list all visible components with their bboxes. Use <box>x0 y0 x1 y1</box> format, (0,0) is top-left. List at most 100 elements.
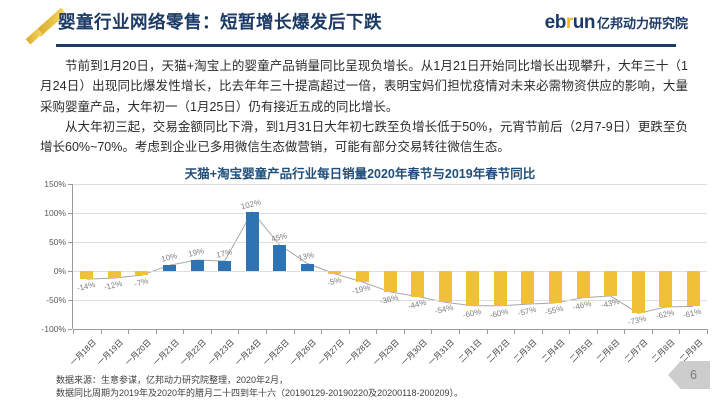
gridline <box>73 300 707 301</box>
x-tick-label: 二月5日 <box>567 337 595 365</box>
data-label: -73% <box>627 314 648 328</box>
source-line-1: 数据来源：生意参谋，亿邦动力研究院整理，2020年2月， <box>56 375 289 385</box>
x-tick-label: 一月26日 <box>288 337 319 368</box>
x-axis-tick <box>210 329 212 334</box>
data-label: -61% <box>682 307 703 321</box>
bar <box>218 261 232 271</box>
data-label: 102% <box>240 197 263 212</box>
x-tick-label: 一月28日 <box>343 337 374 368</box>
source-line-2: 数据同比周期为2019年及2020年的腊月二十四到年十六（20190129-20… <box>56 388 464 399</box>
y-tick-label: 50% <box>48 237 66 247</box>
bar <box>576 271 590 298</box>
data-label: 19% <box>187 246 206 259</box>
x-axis-tick <box>707 329 708 334</box>
x-tick-label: 一月21日 <box>150 337 181 368</box>
paragraph-2: 从大年初三起，交易金额同比下滑，到1月31日大年初七跌至负增长低于50%，元宵节… <box>40 119 688 154</box>
x-tick-label: 二月7日 <box>622 337 650 365</box>
bar <box>135 271 149 276</box>
data-label: -57% <box>516 304 538 319</box>
gridline <box>73 329 707 330</box>
data-label: -12% <box>103 278 124 293</box>
bar <box>300 263 314 271</box>
x-tick-label: 一月19日 <box>95 337 126 368</box>
page-title: 婴童行业网络零售：短暂增长爆发后下跌 <box>58 12 382 32</box>
y-tick-label: -50% <box>46 295 66 305</box>
chart-plot: -14% -12% -7% 10% 19% 17% 102% 45% 13% -5% -19% -36… <box>68 184 708 334</box>
x-axis-tick <box>293 329 295 334</box>
x-axis-tick <box>651 329 653 334</box>
x-tick-label: 二月9日 <box>677 337 705 365</box>
x-tick-label: 一月23日 <box>206 337 236 368</box>
x-tick-label: 一月18日 <box>68 337 98 368</box>
logo-slash-small-icon <box>25 28 43 45</box>
x-axis-tick <box>73 329 74 334</box>
y-tick-label: 0% <box>53 266 66 276</box>
data-label: -19% <box>351 282 372 297</box>
x-axis-tick <box>183 329 185 334</box>
data-label: -14% <box>75 279 97 294</box>
brand-un: un <box>572 12 596 33</box>
bar <box>273 244 287 271</box>
bar <box>604 271 617 296</box>
y-tick-label: -100% <box>41 324 66 334</box>
x-axis-tick <box>403 329 405 334</box>
chart-y-labels: 150% 100% 50% 0% -50% -100% <box>30 179 73 334</box>
x-tick-label: 一月29日 <box>371 337 402 368</box>
data-label: -54% <box>434 303 455 317</box>
x-axis-tick <box>348 329 350 334</box>
brand-eb: eb <box>544 12 567 33</box>
x-tick-label: 一月20日 <box>123 337 153 368</box>
x-axis-tick <box>266 329 267 334</box>
x-axis-tick <box>376 329 378 334</box>
x-tick-label: 一月30日 <box>399 337 429 368</box>
bar <box>466 271 480 306</box>
x-tick-label: 二月1日 <box>457 337 484 365</box>
brand-r: r <box>565 12 573 33</box>
data-label: -60% <box>489 306 510 320</box>
data-label: -36% <box>378 292 400 307</box>
header-divider <box>56 44 676 47</box>
x-axis-tick <box>155 329 157 334</box>
paragraph-1: 节前到1月20日，天猫+淘宝上的婴童产品销量同比呈现负增长。从1月21日开始同比… <box>40 59 688 114</box>
bar <box>659 271 673 307</box>
bar <box>548 271 562 303</box>
x-tick-label: 一月27日 <box>316 337 346 368</box>
y-axis-tick <box>68 329 72 330</box>
y-axis-tick <box>68 300 72 301</box>
x-axis-tick <box>624 329 626 334</box>
x-tick-label: 二月6日 <box>595 337 622 365</box>
bar <box>107 271 121 278</box>
x-axis-tick <box>514 329 515 334</box>
x-tick-label: 二月3日 <box>512 337 539 365</box>
gridline <box>73 184 707 185</box>
x-axis-tick <box>431 329 433 334</box>
data-label: 17% <box>214 247 233 260</box>
bar <box>163 265 176 271</box>
x-axis-tick <box>458 329 460 334</box>
chart-x-labels: 一月18日 一月19日 一月20日 一月21日 一月22日 一月23日 一月24日 一月25日… <box>68 333 707 373</box>
x-axis-tick <box>100 329 102 334</box>
bar <box>631 271 645 314</box>
x-tick-label: 二月2日 <box>484 337 512 365</box>
data-label: 13% <box>297 249 316 263</box>
x-tick-label: 一月25日 <box>261 337 291 368</box>
data-label: -62% <box>654 307 675 322</box>
data-label: -43% <box>599 296 620 311</box>
x-tick-label: 一月22日 <box>178 337 209 368</box>
x-tick-label: 一月24日 <box>233 337 264 368</box>
bar <box>190 260 204 271</box>
y-axis-tick <box>68 213 72 214</box>
chart-y-axis <box>72 184 73 329</box>
bar <box>245 211 259 271</box>
x-tick-label: 二月8日 <box>650 337 677 365</box>
gridline <box>73 213 707 214</box>
chart: 150% 100% 50% 0% -50% -100% -14% -12% -7% 10% 19%… <box>30 179 709 374</box>
bar <box>493 271 507 306</box>
y-tick-label: 150% <box>44 179 66 189</box>
x-axis-tick <box>486 329 488 334</box>
bar <box>355 271 369 282</box>
x-axis-tick <box>541 329 543 334</box>
x-tick-label: 一月31日 <box>426 337 457 368</box>
x-axis-tick <box>569 329 571 334</box>
data-label: -55% <box>544 303 565 318</box>
